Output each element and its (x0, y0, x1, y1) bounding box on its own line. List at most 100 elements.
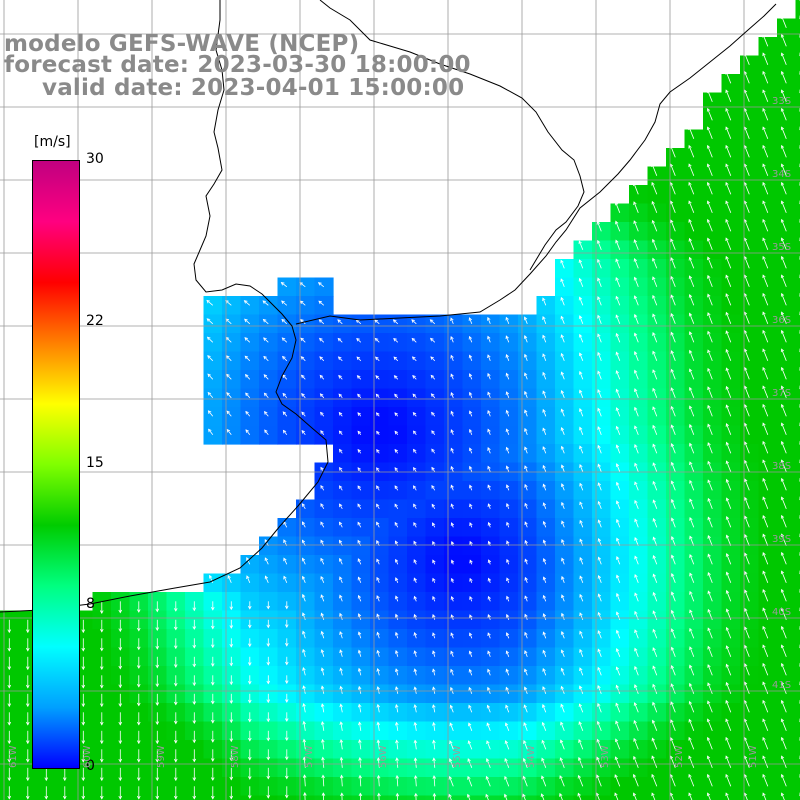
wind-arrow-head (318, 319, 323, 323)
wind-arrow-head (487, 559, 492, 564)
wind-arrow-head (192, 663, 197, 668)
wind-speed-cell (277, 518, 297, 538)
wind-arrow (469, 651, 473, 657)
wind-speed-cell (203, 333, 223, 353)
wind-speed-cell (740, 758, 760, 778)
wind-arrow (707, 792, 711, 800)
wind-arrow (707, 535, 713, 546)
wind-arrow (244, 355, 251, 362)
wind-arrow-head (282, 392, 287, 397)
wind-arrow-head (7, 666, 12, 671)
wind-arrow (634, 277, 639, 287)
wind-arrow-head (506, 595, 510, 600)
wind-speed-cell (314, 481, 334, 501)
wind-arrow (744, 163, 750, 176)
wind-speed-cell (592, 518, 612, 538)
wind-arrow-head (266, 718, 271, 723)
wind-speed-cell (666, 296, 686, 316)
wind-arrow-head (506, 521, 510, 526)
wind-arrow-head (155, 777, 160, 782)
wind-arrow (781, 182, 787, 195)
wind-arrow (634, 500, 639, 509)
wind-arrow (414, 632, 417, 639)
wind-arrow (431, 485, 436, 491)
wind-speed-cell (666, 388, 686, 408)
wind-speed-cell (518, 758, 538, 778)
wind-speed-cell (536, 499, 556, 519)
wind-arrow-head (505, 372, 509, 377)
wind-arrow-head (725, 792, 729, 797)
wind-arrow-head (357, 594, 362, 599)
wind-arrow-head (394, 503, 398, 508)
wind-speed-cell (333, 481, 353, 501)
wind-speed-cell (721, 740, 741, 760)
wind-arrow-head (524, 372, 528, 377)
wind-arrow-head (632, 792, 637, 797)
longitude-label: 54W (526, 745, 537, 768)
wind-arrow (762, 311, 769, 324)
wind-speed-cell (296, 629, 316, 649)
wind-arrow-head (615, 463, 620, 467)
wind-arrow-head (542, 576, 547, 581)
wind-arrow-head (762, 625, 766, 630)
wind-arrow-head (706, 755, 711, 760)
wind-arrow-head (487, 595, 491, 600)
wind-arrow-head (376, 503, 380, 508)
wind-speed-cell (758, 610, 778, 630)
wind-arrow (506, 650, 510, 657)
wind-arrow (597, 703, 602, 713)
wind-arrow (487, 410, 491, 417)
wind-speed-cell (444, 610, 464, 630)
wind-speed-cell (462, 777, 482, 797)
wind-speed-cell (629, 370, 649, 390)
wind-speed-cell (240, 296, 260, 316)
wind-speed-cell (407, 370, 427, 390)
wind-arrow-head (652, 406, 656, 411)
wind-arrow-head (118, 665, 123, 670)
wind-arrow (561, 594, 565, 602)
wind-arrow-head (615, 407, 620, 411)
wind-speed-cell (740, 592, 760, 612)
wind-arrow-head (633, 313, 638, 318)
wind-arrow-head (762, 755, 766, 760)
wind-speed-cell (610, 647, 630, 667)
wind-speed-cell (388, 721, 408, 741)
wind-arrow (707, 424, 713, 435)
wind-arrow-head (559, 739, 564, 744)
wind-arrow (542, 650, 547, 657)
wind-arrow (358, 595, 362, 602)
wind-arrow-head (376, 595, 380, 599)
wind-speed-cell (610, 444, 630, 464)
wind-arrow (744, 460, 750, 472)
wind-arrow (469, 429, 473, 435)
wind-speed-cell (444, 314, 464, 334)
wind-arrow (411, 338, 417, 343)
wind-speed-cell (499, 666, 519, 686)
wind-arrow-head (7, 703, 12, 708)
wind-arrow-head (412, 375, 416, 379)
wind-arrow (506, 596, 510, 602)
wind-speed-cell (684, 166, 704, 186)
wind-speed-cell (795, 203, 800, 223)
wind-arrow (652, 332, 658, 343)
wind-speed-cell (740, 573, 760, 593)
wind-arrow-head (225, 355, 230, 359)
wind-speed-cell (592, 425, 612, 445)
wind-arrow (652, 406, 658, 417)
wind-arrow (634, 351, 639, 361)
wind-arrow-head (523, 722, 527, 726)
wind-arrow (744, 404, 750, 417)
wind-arrow (282, 374, 288, 380)
wind-arrow-head (99, 647, 104, 652)
wind-arrow-head (247, 795, 252, 799)
wind-arrow-head (579, 389, 583, 394)
wind-arrow (303, 757, 306, 768)
wind-arrow (707, 737, 713, 750)
wind-speed-cell (388, 499, 408, 519)
wind-arrow-head (284, 643, 289, 647)
wind-arrow-head (560, 296, 564, 301)
longitude-label: 57W (304, 745, 315, 768)
wind-speed-cell (351, 333, 371, 353)
wind-speed-cell (222, 573, 242, 593)
